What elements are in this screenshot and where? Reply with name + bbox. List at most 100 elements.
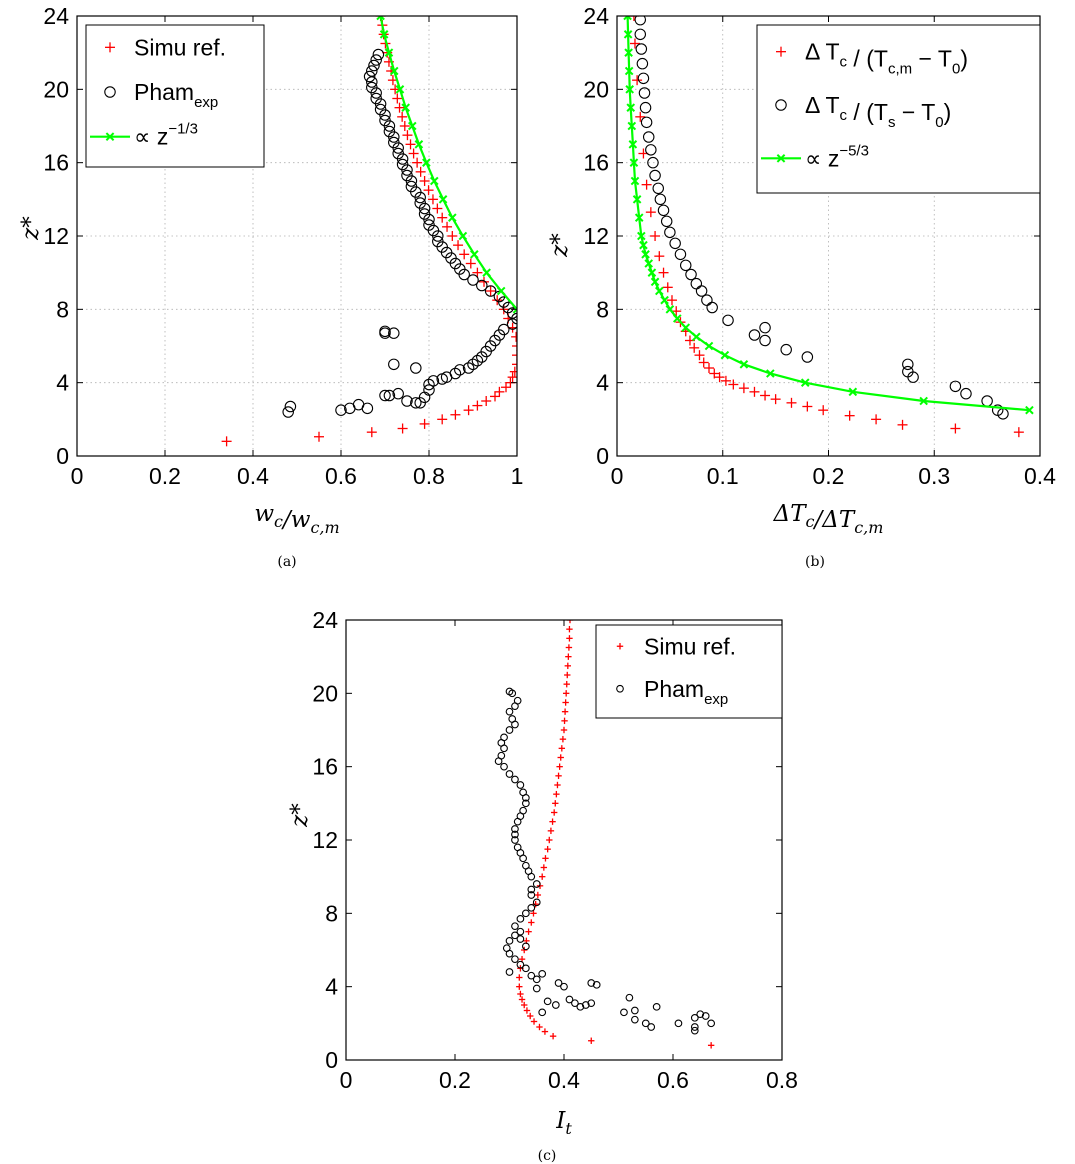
legend-main: Δ T bbox=[805, 92, 840, 118]
chart-point bbox=[401, 395, 413, 407]
y-tick-label: 8 bbox=[325, 900, 338, 926]
point-xline-a bbox=[512, 305, 517, 311]
x-tick-label: 1 bbox=[511, 463, 524, 489]
chart-point bbox=[728, 379, 739, 390]
chart-point bbox=[546, 836, 553, 844]
chart-point bbox=[552, 800, 559, 807]
chart-point bbox=[696, 1010, 705, 1019]
series-3 bbox=[376, 16, 517, 314]
chart-point bbox=[652, 182, 664, 195]
y-tick-label: 12 bbox=[583, 223, 609, 249]
chart-point bbox=[450, 409, 461, 420]
chart-point bbox=[538, 1008, 547, 1017]
chart-point bbox=[629, 158, 639, 167]
chart-point bbox=[565, 644, 573, 651]
chart-point bbox=[770, 394, 781, 405]
chart-point bbox=[437, 414, 448, 425]
chart-point bbox=[505, 968, 514, 976]
chart-point bbox=[370, 92, 382, 105]
chart-point bbox=[505, 770, 514, 778]
legend-label: Simu ref. bbox=[134, 34, 226, 60]
label-sub: c bbox=[274, 512, 283, 531]
chart-point bbox=[623, 30, 633, 39]
point-xline-b bbox=[654, 286, 664, 296]
chart-point bbox=[527, 891, 536, 899]
legend-main: Pham bbox=[134, 79, 194, 105]
chart-point bbox=[511, 825, 519, 833]
legend-sub: c bbox=[840, 54, 848, 71]
chart-point bbox=[626, 103, 636, 112]
legend-tail-sub: s bbox=[888, 114, 896, 131]
chart-point bbox=[513, 843, 522, 852]
legend-end: ) bbox=[960, 46, 968, 72]
x-tick-label: 0.3 bbox=[918, 463, 950, 489]
chart-point bbox=[541, 1028, 549, 1035]
chart-point bbox=[370, 54, 382, 66]
chart-point bbox=[660, 215, 673, 228]
chart-point bbox=[388, 358, 400, 371]
chart-point bbox=[407, 121, 417, 131]
x-tick-label: 0 bbox=[340, 1067, 353, 1093]
chart-point bbox=[516, 927, 525, 936]
legend-main: Simu ref. bbox=[644, 633, 736, 659]
chart-point bbox=[463, 405, 474, 416]
chart-point bbox=[508, 715, 517, 723]
point-xline-b bbox=[766, 369, 775, 378]
chart-point bbox=[654, 251, 665, 262]
x-tick-label: 0.4 bbox=[237, 463, 269, 489]
chart-point bbox=[549, 1032, 557, 1040]
chart-point bbox=[481, 396, 492, 406]
chart-point bbox=[392, 147, 404, 160]
chart-point bbox=[388, 327, 400, 339]
chart-point bbox=[848, 387, 858, 397]
chart-point bbox=[647, 156, 659, 169]
y-tick-label: 16 bbox=[312, 754, 338, 780]
chart-point bbox=[518, 996, 526, 1003]
chart-point bbox=[500, 733, 508, 742]
point-xline-b bbox=[625, 85, 634, 94]
chart-point bbox=[557, 754, 564, 761]
chart-point bbox=[408, 148, 419, 159]
chart-point bbox=[902, 365, 914, 378]
chart-point bbox=[1025, 405, 1034, 415]
legend-label: Δ Tc / (Ts − T0) bbox=[805, 92, 951, 131]
point-xline-b bbox=[422, 158, 431, 167]
chart-point bbox=[511, 830, 519, 839]
chart-point bbox=[410, 362, 422, 374]
chart-point bbox=[414, 140, 424, 149]
chart-point bbox=[521, 861, 530, 870]
chart-point bbox=[484, 285, 497, 297]
chart-point bbox=[897, 419, 908, 430]
chart-point bbox=[566, 635, 573, 642]
chart-point bbox=[654, 286, 664, 296]
chart-point bbox=[641, 1019, 650, 1028]
x-axis-label: wc/wc,m bbox=[254, 501, 339, 537]
chart-point bbox=[496, 286, 506, 296]
series-2 bbox=[494, 687, 716, 1035]
chart-point bbox=[470, 250, 479, 259]
chart-point bbox=[665, 305, 675, 314]
label-sub: c,m bbox=[310, 518, 339, 537]
chart-point bbox=[571, 999, 579, 1008]
chart-point bbox=[374, 103, 387, 116]
chart-point bbox=[690, 1026, 699, 1035]
point-xline-b bbox=[629, 158, 639, 167]
chart-point bbox=[492, 295, 503, 306]
chart-point bbox=[536, 1023, 543, 1031]
chart-point bbox=[505, 936, 514, 945]
chart-point bbox=[565, 995, 574, 1004]
legend-box bbox=[85, 24, 265, 168]
chart-point bbox=[660, 295, 669, 305]
legend-sub: exp bbox=[194, 94, 218, 111]
y-tick-label: 24 bbox=[43, 3, 69, 29]
chart-point bbox=[414, 197, 426, 209]
chart-point bbox=[625, 85, 634, 94]
chart-point bbox=[707, 1042, 715, 1049]
chart-point bbox=[704, 341, 714, 351]
chart-point bbox=[383, 389, 396, 402]
series-1 bbox=[516, 620, 715, 1049]
point-xline-b bbox=[630, 176, 640, 186]
chart-point bbox=[566, 625, 573, 633]
chart-point bbox=[282, 406, 294, 418]
chart-point bbox=[701, 1012, 710, 1020]
